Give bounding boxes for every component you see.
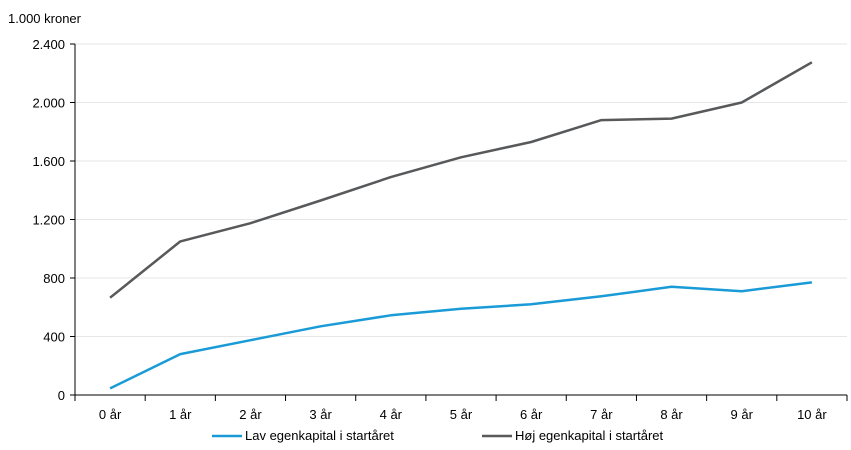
x-tick-label: 8 år [660, 407, 683, 422]
y-axis: 0 400 800 1.200 1.600 2.000 2.400 [32, 37, 76, 403]
x-tick-label: 1 år [169, 407, 192, 422]
x-tick-label: 9 år [731, 407, 754, 422]
y-tick-label: 400 [43, 330, 65, 345]
y-tick-label: 800 [43, 271, 65, 286]
x-tick-label: 7 år [590, 407, 613, 422]
x-tick-label: 4 år [380, 407, 403, 422]
y-tick-label: 1.200 [32, 213, 65, 228]
x-axis: 0 år 1 år 2 år 3 år 4 år 5 år 6 år 7 år 8 år 9 år… [74, 394, 848, 422]
y-tick-label: 2.400 [32, 37, 65, 52]
y-tick-label: 0 [58, 388, 65, 403]
legend: Lav egenkapital i startåret Høj egenkapit… [212, 428, 664, 443]
x-tick-label: 6 år [520, 407, 543, 422]
y-tick-label: 1.600 [32, 154, 65, 169]
series-lines [109, 61, 813, 390]
legend-label-2: Høj egenkapital i startåret [515, 428, 664, 443]
gridlines [75, 43, 847, 337]
x-tick-label: 0 år [99, 407, 122, 422]
x-tick-label: 10 år [797, 407, 827, 422]
x-tick-label: 3 år [309, 407, 332, 422]
legend-label-1: Lav egenkapital i startåret [245, 428, 394, 443]
series-line-1 [109, 281, 813, 390]
x-tick-label: 5 år [450, 407, 473, 422]
series-line-2 [109, 61, 813, 299]
y-unit-label: 1.000 kroner [8, 11, 82, 26]
x-tick-label: 2 år [239, 407, 262, 422]
y-tick-label: 2.000 [32, 96, 65, 111]
